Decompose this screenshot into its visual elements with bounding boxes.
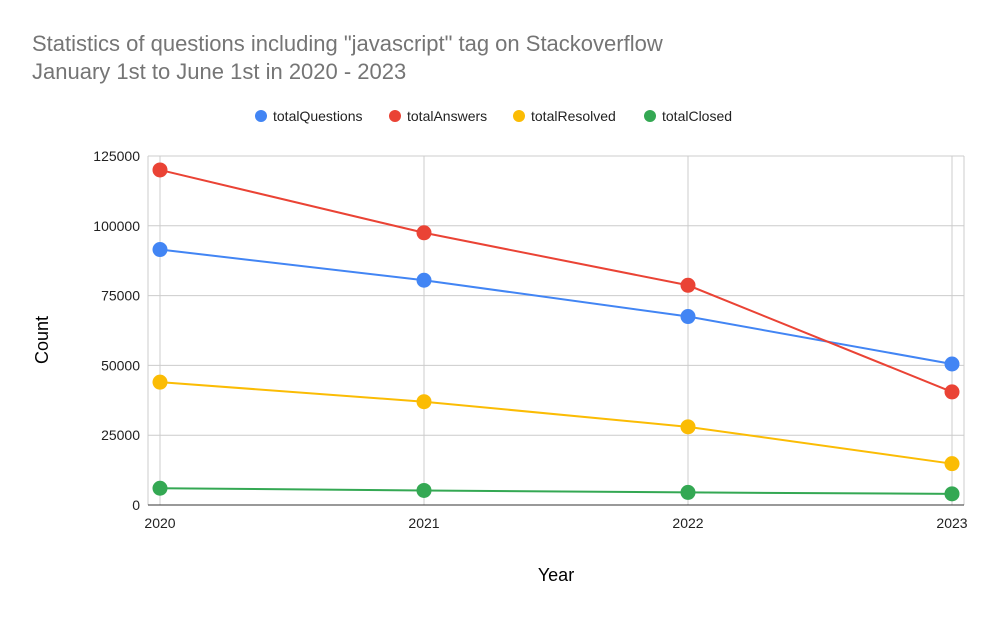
y-tick-label: 75000 [101,288,140,304]
data-point-totalResolved [680,419,696,435]
y-axis-title: Count [32,316,52,364]
x-tick-label: 2021 [408,515,439,531]
data-point-totalClosed [680,484,696,500]
chart-title: Statistics of questions including "javas… [32,30,663,86]
legend-marker-icon [513,110,525,122]
data-point-totalAnswers [416,225,432,241]
legend-item-totalResolved: totalResolved [513,108,616,124]
y-tick-label: 125000 [93,148,140,164]
data-point-totalAnswers [152,162,168,178]
series-line-totalClosed [159,487,953,495]
legend-label: totalClosed [662,108,732,124]
data-point-totalQuestions [680,309,696,325]
series-line-totalResolved [159,381,953,465]
legend-label: totalResolved [531,108,616,124]
chart-title-line-2: January 1st to June 1st in 2020 - 2023 [32,59,407,84]
x-tick-label: 2022 [672,515,703,531]
data-point-totalQuestions [152,242,168,258]
legend-item-totalAnswers: totalAnswers [389,108,487,124]
y-tick-label: 0 [132,497,140,513]
legend-item-totalQuestions: totalQuestions [255,108,363,124]
legend-item-totalClosed: totalClosed [644,108,732,124]
legend-label: totalAnswers [407,108,487,124]
y-tick-label: 25000 [101,427,140,443]
data-point-totalResolved [944,456,960,472]
y-tick-label: 100000 [93,218,140,234]
legend-marker-icon [644,110,656,122]
legend-marker-icon [255,110,267,122]
data-point-totalResolved [152,374,168,390]
data-point-totalClosed [416,482,432,498]
x-axis-title: Year [538,565,574,585]
data-point-totalAnswers [944,384,960,400]
chart-title-line-1: Statistics of questions including "javas… [32,31,663,56]
data-point-totalResolved [416,394,432,410]
y-tick-label: 50000 [101,357,140,373]
data-point-totalClosed [944,486,960,502]
chart-legend: totalQuestions totalAnswers totalResolved t… [255,108,732,124]
data-point-totalClosed [152,480,168,496]
data-point-totalQuestions [416,272,432,288]
x-tick-label: 2023 [936,515,967,531]
legend-label: totalQuestions [273,108,363,124]
x-tick-label: 2020 [144,515,175,531]
data-point-totalQuestions [944,356,960,372]
legend-marker-icon [389,110,401,122]
series-line-totalQuestions [159,248,953,365]
data-point-totalAnswers [680,277,696,293]
series-line-totalAnswers [159,168,953,393]
